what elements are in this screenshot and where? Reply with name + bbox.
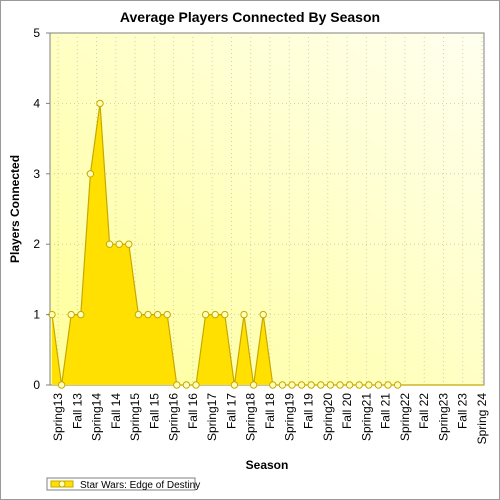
x-tick-label: Spring16 — [167, 393, 181, 441]
data-point — [173, 381, 181, 389]
data-point — [192, 381, 200, 389]
x-axis-label: Season — [246, 458, 289, 472]
y-tick-label: 5 — [33, 26, 40, 40]
y-tick-label: 3 — [33, 167, 40, 181]
series-line — [51, 103, 484, 386]
data-point — [77, 310, 85, 319]
data-point — [182, 381, 191, 389]
data-point — [355, 381, 363, 389]
grid-lines — [50, 33, 484, 385]
x-tick-label: Spring14 — [90, 393, 104, 441]
series-markers-layer — [48, 99, 402, 389]
legend-box — [46, 477, 196, 491]
x-tick-label: Fall 22 — [417, 393, 431, 429]
data-point — [345, 381, 354, 389]
data-point — [115, 240, 123, 248]
data-point — [67, 310, 75, 319]
data-point — [86, 170, 95, 178]
data-point — [105, 240, 114, 248]
data-point — [201, 310, 210, 319]
legend: Star Wars: Edge of Destiny — [46, 477, 200, 491]
y-tick-label: 0 — [33, 378, 40, 392]
x-tick-label: Spring19 — [282, 393, 296, 441]
x-tick-label: Spring22 — [398, 393, 412, 441]
data-point — [307, 381, 315, 389]
data-point — [384, 381, 392, 389]
y-tick-label: 4 — [33, 96, 40, 110]
x-tick-label: Fall 20 — [340, 393, 354, 429]
x-tick-label: Spring15 — [128, 393, 142, 441]
data-point — [249, 381, 258, 389]
data-point — [365, 381, 373, 389]
x-tick-label: Fall 16 — [186, 393, 200, 429]
data-point — [269, 381, 277, 389]
x-tick-labels: Spring13 Fall 13 Spring14 Fall 14 Spring15 Fa… — [51, 393, 489, 445]
data-point — [259, 310, 267, 319]
y-tick-labels: 0 1 2 3 4 5 — [33, 26, 50, 392]
x-tick-label: Spring 24 — [475, 393, 489, 445]
data-point — [288, 381, 296, 389]
x-tick-label: Spring23 — [436, 393, 450, 441]
data-point — [374, 381, 383, 389]
data-point — [393, 381, 402, 389]
x-tick-label: Fall 17 — [224, 393, 238, 429]
x-tick-label: Fall 15 — [147, 393, 161, 429]
data-point — [278, 381, 287, 389]
data-point — [240, 310, 248, 319]
x-tick-label: Fall 23 — [456, 393, 470, 429]
legend-marker — [58, 480, 66, 488]
x-tick-label: Fall 14 — [109, 393, 123, 429]
legend-series-label: Star Wars: Edge of Destiny — [80, 480, 200, 491]
data-point — [317, 381, 325, 389]
x-tick-label: Fall 19 — [302, 393, 316, 429]
data-point — [153, 310, 162, 319]
data-point — [230, 381, 239, 389]
data-point — [326, 381, 335, 389]
data-point — [96, 99, 104, 108]
x-tick-label: Spring20 — [321, 393, 335, 441]
x-tick-label: Spring21 — [359, 393, 373, 441]
data-point — [211, 310, 219, 319]
x-tick-label: Spring18 — [244, 393, 258, 441]
data-point — [297, 381, 306, 389]
y-tick-label: 1 — [33, 308, 40, 322]
data-point — [163, 310, 171, 319]
data-point — [57, 381, 66, 389]
x-tick-label: Fall 21 — [379, 393, 393, 429]
x-tick-label: Spring17 — [205, 393, 219, 441]
data-point — [144, 310, 152, 319]
x-tick-label: Spring13 — [51, 393, 65, 441]
data-point — [125, 240, 133, 248]
x-tick-label: Fall 18 — [263, 393, 277, 429]
data-point — [221, 310, 229, 319]
x-tick-label: Fall 13 — [70, 393, 84, 429]
data-point — [134, 310, 143, 319]
chart-title: Average Players Connected By Season — [120, 9, 380, 25]
y-tick-label: 2 — [33, 237, 40, 251]
y-axis-label: Players Connected — [8, 155, 22, 263]
data-point — [336, 381, 344, 389]
